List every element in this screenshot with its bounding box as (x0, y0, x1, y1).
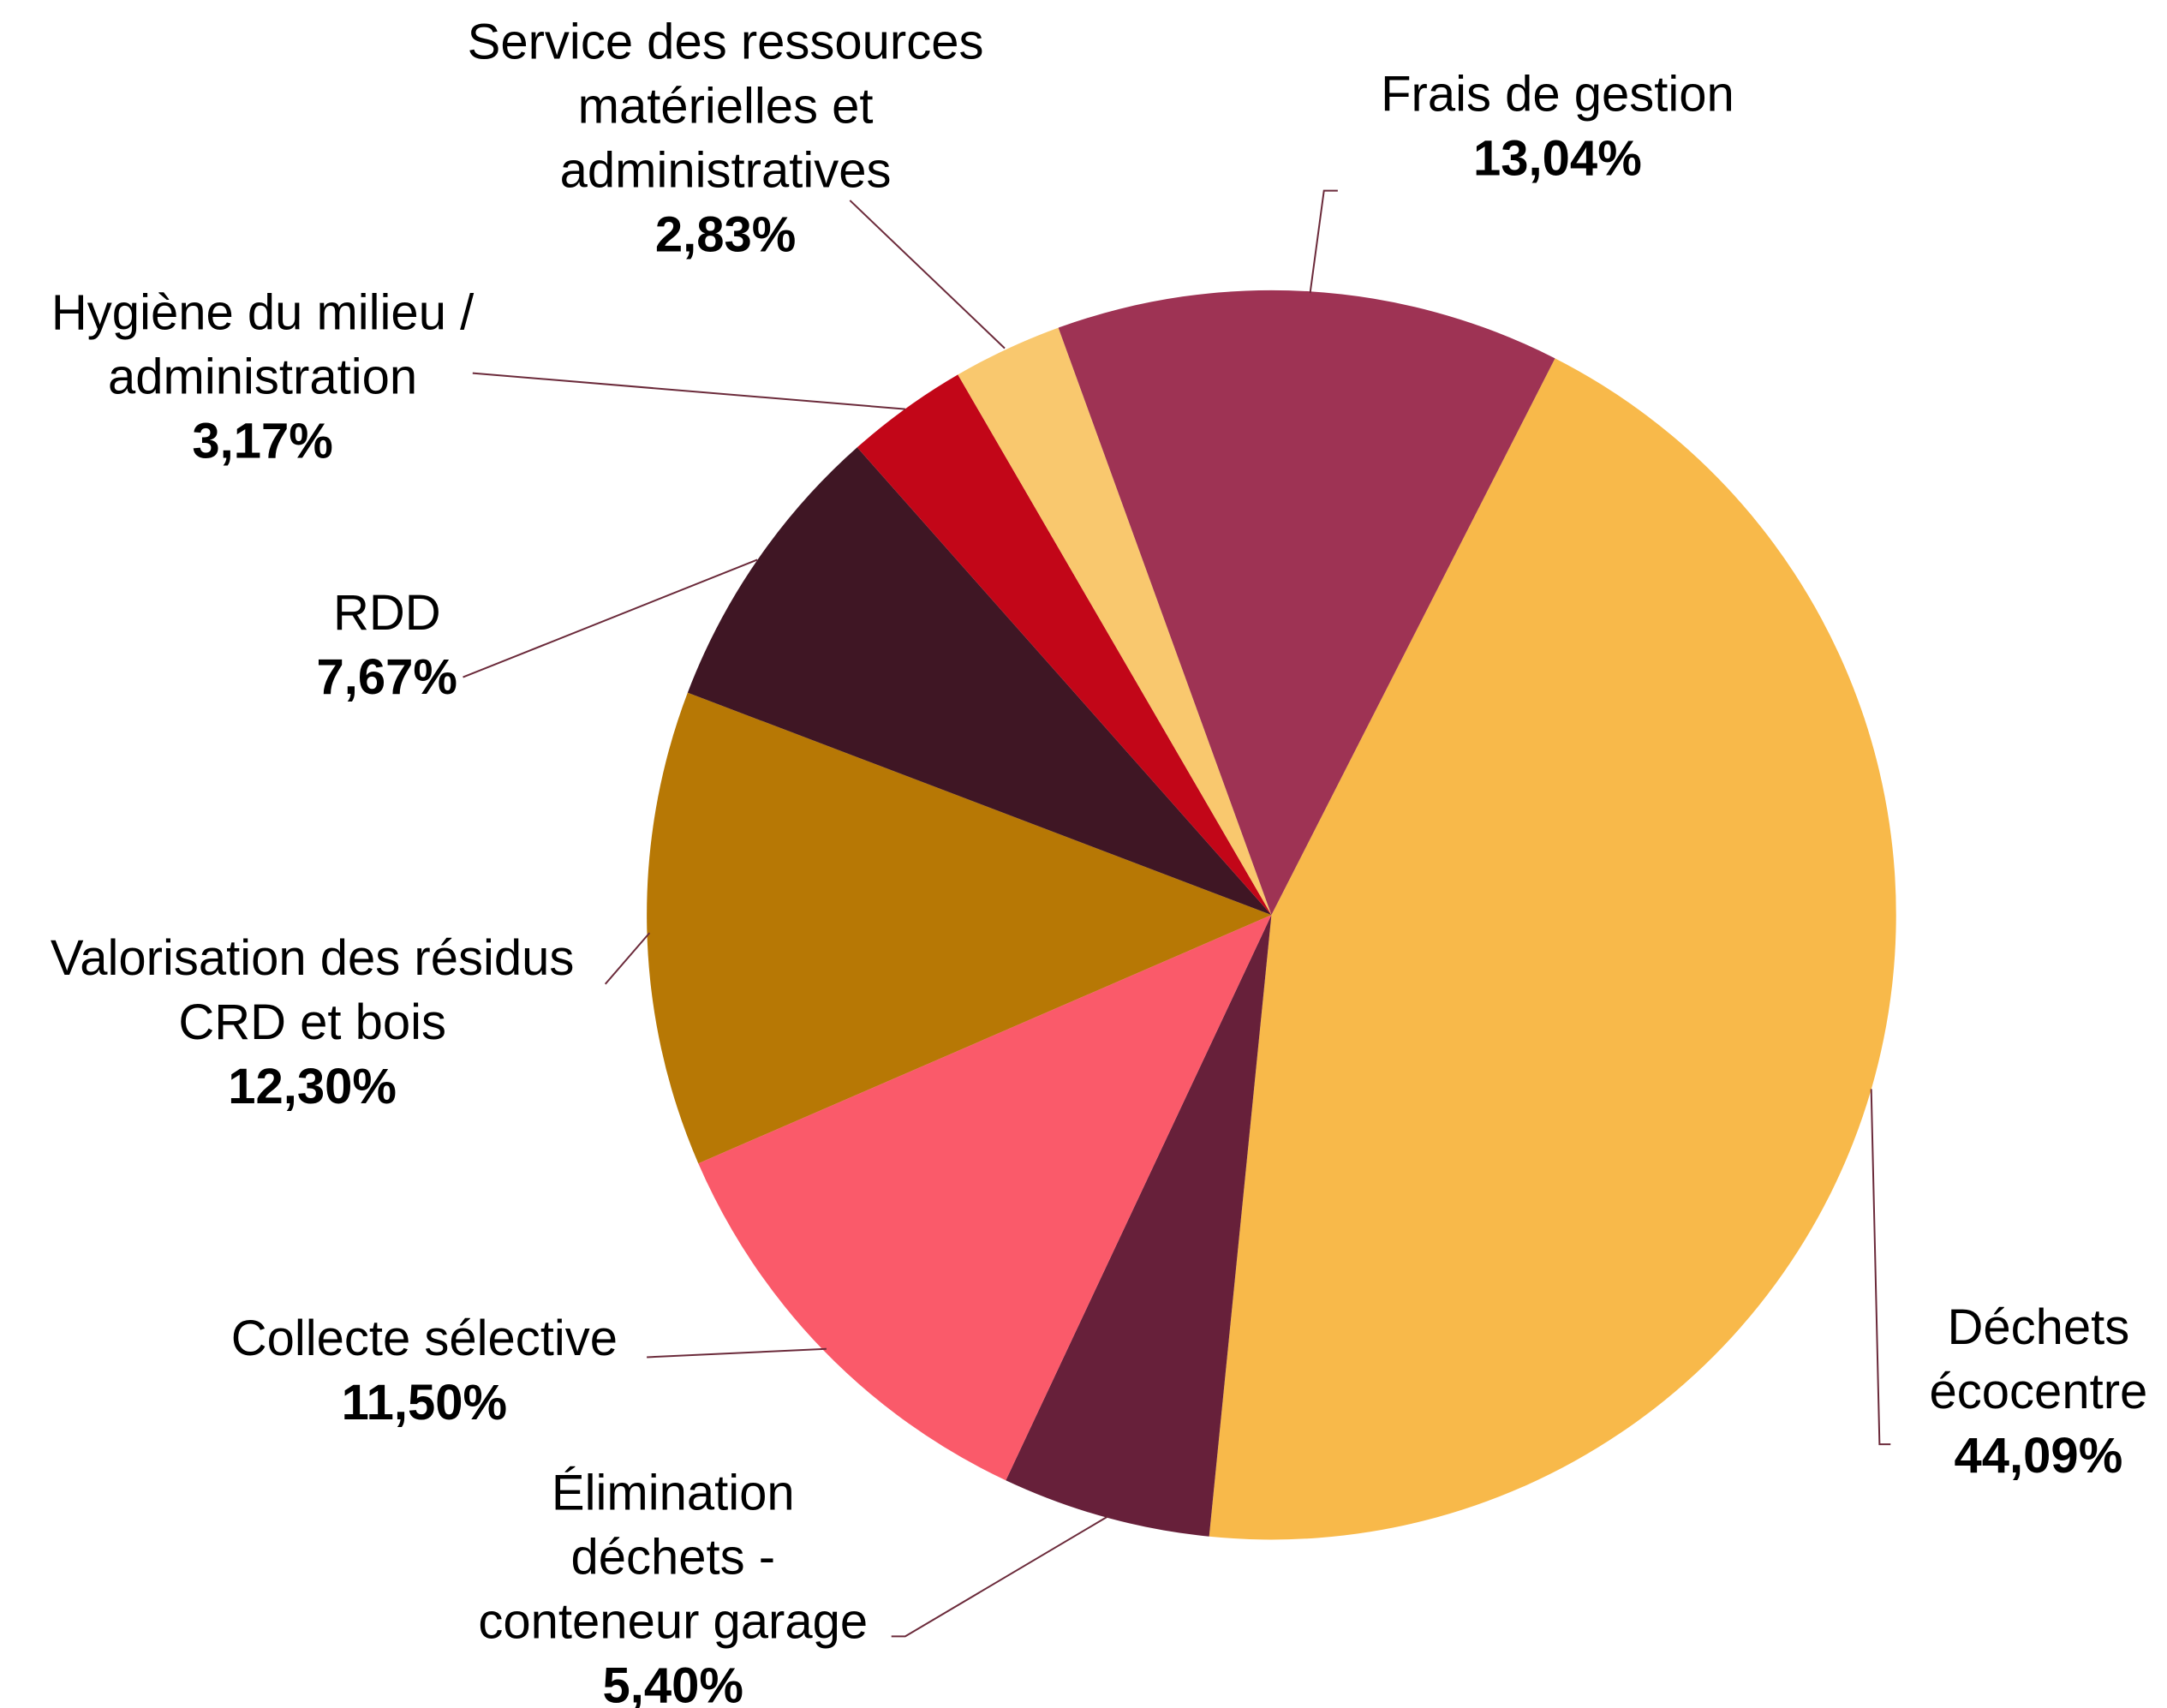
value-label: 12,30% (228, 1059, 397, 1114)
pie-slice (1209, 358, 1896, 1540)
slice-label: Collecte sélective (231, 1311, 618, 1366)
leader-line (463, 558, 758, 678)
slice-label: Déchets écocentre (1930, 1299, 2148, 1419)
leader-line (604, 932, 651, 985)
slice-label: Frais de gestion (1381, 67, 1734, 122)
pie-slice (687, 447, 1272, 916)
leader-line (891, 1515, 1109, 1638)
pie-slice (698, 915, 1272, 1481)
leader-line (849, 200, 1006, 349)
slice-label: Hygiène du milieu / administration (51, 285, 475, 405)
value-label: 13,04% (1473, 131, 1642, 187)
leader-line (1309, 189, 1338, 294)
value-label: 5,40% (603, 1658, 743, 1708)
leader-line (472, 372, 905, 410)
slice-label: Élimination déchets -conteneur garage (478, 1466, 868, 1650)
pie-slice (1006, 915, 1272, 1537)
pie-slice (857, 374, 1272, 916)
pie-slice (647, 692, 1272, 1164)
value-label: 7,67% (317, 649, 457, 705)
value-label: 11,50% (342, 1375, 508, 1430)
value-label: 44,09% (1955, 1428, 2123, 1484)
value-label: 3,17% (192, 414, 332, 469)
slice-label: RDD (333, 585, 441, 641)
slice-label: Valorisation des résidus CRD et bois (51, 930, 574, 1050)
leader-line (647, 1347, 827, 1359)
value-label: 2,83% (655, 206, 796, 262)
leader-line (1870, 1089, 1891, 1446)
pie-slice (1058, 290, 1555, 916)
slice-label: Service des ressources matérielles et admi… (468, 14, 984, 198)
pie-slice (958, 327, 1272, 916)
